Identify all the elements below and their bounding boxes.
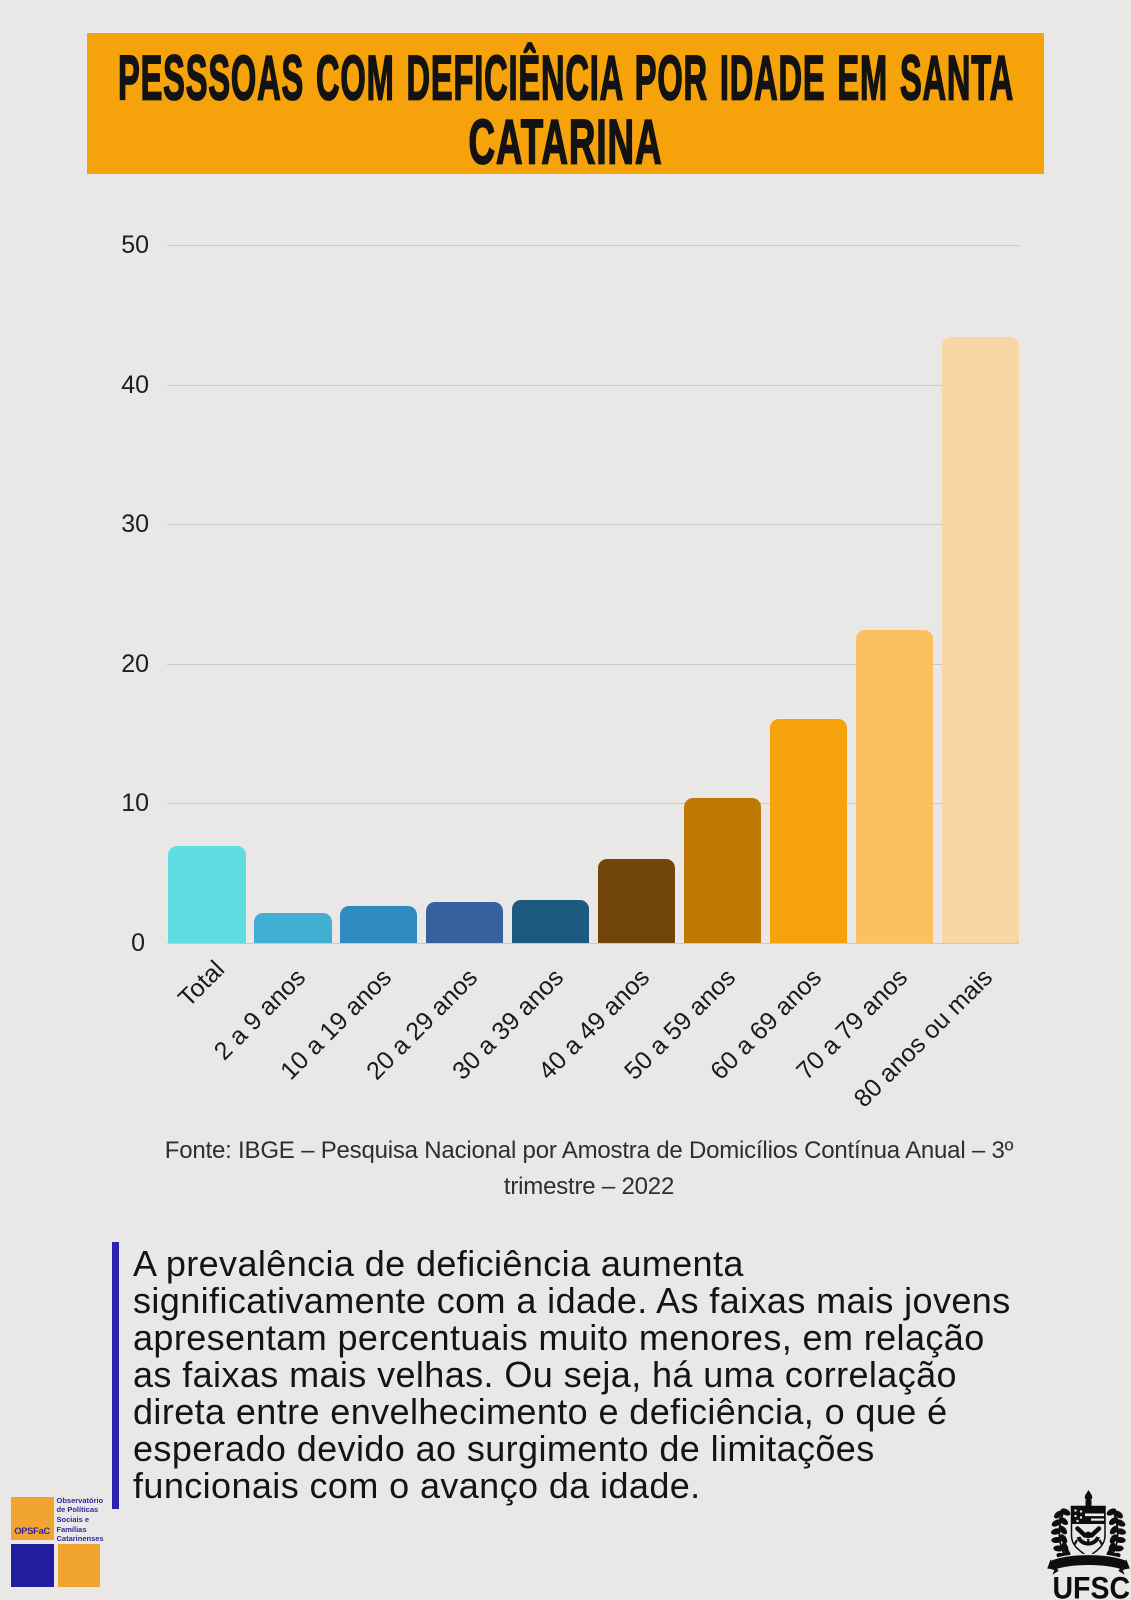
svg-text:CATARINA: CATARINA xyxy=(469,108,663,175)
svg-text:UFSC: UFSC xyxy=(1053,1570,1131,1600)
svg-text:PESSSOAS COM DEFICIÊNCIA POR I: PESSSOAS COM DEFICIÊNCIA POR IDADE EM SA… xyxy=(118,43,1014,114)
